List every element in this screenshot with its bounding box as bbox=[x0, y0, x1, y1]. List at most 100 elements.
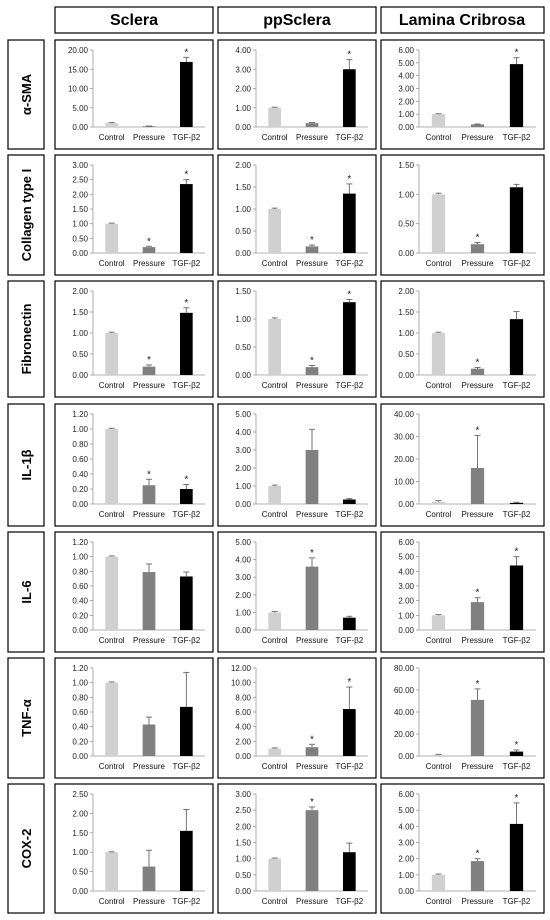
y-tick-label: 1.00 bbox=[235, 855, 251, 864]
y-tick-label: 1.00 bbox=[235, 104, 251, 113]
x-tick-label-tgf-2: TGF-β2 bbox=[503, 762, 531, 771]
bar-control bbox=[105, 123, 119, 127]
x-tick-label-tgf-2: TGF-β2 bbox=[503, 259, 531, 268]
bar-pressure bbox=[470, 244, 485, 253]
y-tick-label: 6.00 bbox=[398, 538, 414, 547]
bar-pressure bbox=[305, 450, 319, 504]
bar-pressure bbox=[470, 861, 485, 891]
y-tick-label: 0.80 bbox=[72, 567, 88, 576]
y-tick-label: 0.20 bbox=[72, 485, 88, 494]
y-tick-label: 2.50 bbox=[235, 806, 251, 815]
y-tick-label: 1.20 bbox=[72, 538, 88, 547]
significance-star: * bbox=[147, 355, 151, 366]
panel-cox-2-sclera: 0.00 0.50 1.00 1.50 2.00 2.50 Control Pressure T… bbox=[54, 783, 214, 914]
y-tick-label: 1.00 bbox=[398, 329, 414, 338]
bar-control bbox=[105, 333, 119, 375]
y-tick-label: 0.50 bbox=[235, 871, 251, 880]
y-tick-label: 1.00 bbox=[235, 315, 251, 324]
bar-tgf-2 bbox=[342, 617, 356, 630]
y-tick-label: 0.00 bbox=[235, 371, 251, 380]
y-tick-label: 3.00 bbox=[398, 839, 414, 848]
bar-tgf-2 bbox=[179, 489, 193, 504]
x-tick-label-control: Control bbox=[262, 381, 288, 390]
y-tick-label: 12.00 bbox=[231, 664, 252, 673]
row-label-alpha-sma-text: α-SMA bbox=[19, 73, 34, 115]
x-tick-label-control: Control bbox=[99, 897, 125, 906]
y-tick-label: 6.00 bbox=[398, 790, 414, 799]
column-header-lamina-cribrosa: Lamina Cribrosa bbox=[380, 6, 545, 34]
y-tick-label: 0.00 bbox=[398, 123, 414, 132]
y-tick-label: 0.50 bbox=[235, 227, 251, 236]
panel-il-1-lamina-cribrosa: 0.00 10.00 20.00 30.00 40.00 Control * Pressure… bbox=[380, 403, 545, 527]
panel-frame bbox=[217, 403, 377, 527]
bar-control bbox=[105, 556, 119, 630]
x-tick-label-control: Control bbox=[262, 259, 288, 268]
y-tick-label: 0.50 bbox=[235, 343, 251, 352]
bar-pressure bbox=[142, 866, 156, 891]
significance-star: * bbox=[347, 289, 351, 300]
y-tick-label: 2.00 bbox=[235, 464, 251, 473]
y-tick-label: 0.00 bbox=[398, 887, 414, 896]
y-tick-label: 0.40 bbox=[72, 597, 88, 606]
y-tick-label: 3.00 bbox=[235, 65, 251, 74]
bar-control bbox=[105, 852, 119, 891]
panel-il-6-sclera: 0.00 0.20 0.40 0.60 0.80 1.00 1.20 Control Press… bbox=[54, 531, 214, 653]
y-tick-label: 3.00 bbox=[72, 161, 88, 170]
y-tick-label: 0.00 bbox=[398, 249, 414, 258]
x-tick-label-pressure: Pressure bbox=[133, 762, 166, 771]
bar-tgf-2 bbox=[342, 193, 356, 253]
significance-star: * bbox=[515, 48, 519, 59]
bar-pressure bbox=[305, 246, 319, 253]
x-tick-label-control: Control bbox=[426, 381, 452, 390]
x-tick-label-tgf-2: TGF-β2 bbox=[335, 510, 363, 519]
y-tick-label: 0.00 bbox=[72, 626, 88, 635]
y-tick-label: 10.00 bbox=[68, 85, 89, 94]
x-tick-label-pressure: Pressure bbox=[133, 133, 166, 142]
y-tick-label: 0.00 bbox=[72, 249, 88, 258]
panel-collagen-type-i-ppsclera: 0.00 0.50 1.00 1.50 2.00 Control * Pressure * TGF… bbox=[217, 154, 377, 276]
x-tick-label-control: Control bbox=[262, 510, 288, 519]
bar-control bbox=[268, 209, 282, 253]
row-label-fibronectin-text: Fibronectin bbox=[19, 304, 34, 375]
bar-pressure bbox=[470, 602, 485, 630]
x-tick-label-pressure: Pressure bbox=[461, 133, 494, 142]
bar-control bbox=[268, 107, 282, 127]
bar-pressure bbox=[470, 699, 485, 756]
significance-star: * bbox=[515, 547, 519, 558]
x-tick-label-tgf-2: TGF-β2 bbox=[335, 636, 363, 645]
panel-frame bbox=[380, 403, 545, 527]
y-tick-label: 1.50 bbox=[235, 839, 251, 848]
row-label-il6: IL-6 bbox=[7, 531, 45, 653]
y-tick-label: 0.00 bbox=[398, 371, 414, 380]
significance-star: * bbox=[310, 797, 314, 808]
y-tick-label: 20.00 bbox=[68, 46, 89, 55]
bar-tgf-2 bbox=[509, 823, 524, 891]
y-tick-label: 6.00 bbox=[398, 46, 414, 55]
y-tick-label: 0.00 bbox=[235, 752, 251, 761]
bar-pressure bbox=[470, 368, 485, 375]
significance-star: * bbox=[476, 679, 480, 690]
row-label-tnfa-text: TNF-α bbox=[19, 699, 34, 737]
bar-control bbox=[268, 486, 282, 504]
y-tick-label: 1.00 bbox=[235, 608, 251, 617]
y-tick-label: 10.00 bbox=[394, 478, 415, 487]
bar-pressure bbox=[142, 366, 156, 375]
panel-fibronectin-sclera: 0.00 0.50 1.00 1.50 2.00 Control * Pressure * TGF… bbox=[54, 280, 214, 398]
y-tick-label: 0.00 bbox=[72, 371, 88, 380]
x-tick-label-pressure: Pressure bbox=[296, 259, 329, 268]
y-tick-label: 0.60 bbox=[72, 582, 88, 591]
y-tick-label: 1.00 bbox=[72, 553, 88, 562]
significance-star: * bbox=[310, 734, 314, 745]
panel-il-1-sclera: 0.00 0.20 0.40 0.60 0.80 1.00 1.20 Control * Pres… bbox=[54, 403, 214, 527]
x-tick-label-tgf-2: TGF-β2 bbox=[335, 762, 363, 771]
bar-control bbox=[105, 223, 119, 253]
significance-star: * bbox=[310, 548, 314, 559]
y-tick-label: 0.00 bbox=[398, 626, 414, 635]
y-tick-label: 3.00 bbox=[235, 573, 251, 582]
y-tick-label: 4.00 bbox=[235, 723, 251, 732]
y-tick-label: 20.00 bbox=[394, 730, 415, 739]
bar-control bbox=[431, 114, 446, 127]
y-tick-label: 1.00 bbox=[398, 611, 414, 620]
x-tick-label-control: Control bbox=[99, 636, 125, 645]
